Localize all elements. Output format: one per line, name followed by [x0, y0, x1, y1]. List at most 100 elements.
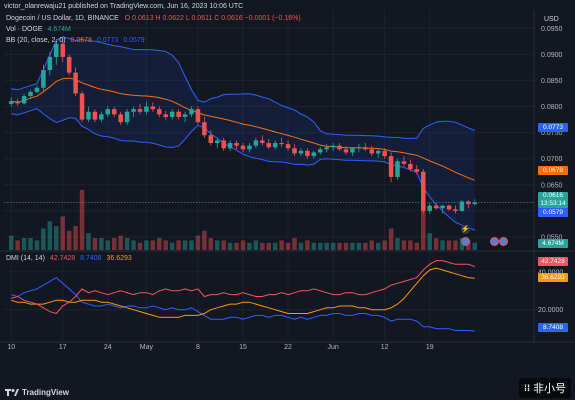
dmi-legend[interactable]: DMI (14, 14) 42.7428 8.7408 36.6293: [6, 255, 132, 262]
adx-tag: 36.6293: [538, 273, 568, 282]
us-flag-icon[interactable]: [490, 237, 499, 246]
dmi-tick-label: 40.0000: [538, 269, 563, 276]
volume-bar: [92, 238, 98, 250]
close-price-tag: 0.0616 13:53:14: [538, 192, 568, 208]
volume-bar: [292, 238, 297, 250]
volume-bar: [421, 197, 426, 250]
candle-body: [73, 72, 78, 94]
candle-body: [214, 140, 220, 144]
bollinger-basis-line: [11, 77, 475, 181]
publisher-line: victor_olanrewaju21 published on Trading…: [4, 3, 244, 10]
bb-legend[interactable]: BB (20, close, 2, 0) 0.0678 0.0773 0.057…: [6, 37, 145, 44]
time-tick-label: Jun: [327, 344, 338, 351]
candle-body: [382, 150, 387, 157]
candle-body: [150, 106, 156, 110]
grid-lines: [4, 10, 534, 340]
volume-bar: [124, 238, 130, 250]
price-tick-label: 0.0700: [541, 156, 563, 163]
volume-bar: [15, 240, 20, 250]
volume-bar: [144, 240, 149, 250]
price-tick-label: 0.0850: [541, 78, 563, 85]
volume-bar: [163, 240, 168, 250]
volume-bar: [440, 240, 445, 250]
volume-bar: [150, 240, 156, 250]
price-tick-label: 0.0900: [541, 52, 563, 59]
candle-body: [157, 109, 162, 115]
volume-bar: [227, 242, 233, 250]
candle-body: [8, 101, 14, 104]
candle-body: [137, 109, 143, 112]
candle-body: [292, 148, 297, 154]
dmi-minus-di-line: [11, 276, 475, 332]
time-tick-label: 10: [7, 344, 15, 351]
candle-body: [369, 149, 375, 154]
volume-bar: [253, 240, 259, 250]
volume-bar: [169, 242, 175, 250]
volume-bar: [375, 242, 381, 250]
volume-bar: [118, 235, 123, 250]
candle-body: [41, 70, 46, 88]
candle-body: [47, 56, 53, 70]
volume-bar: [472, 242, 478, 250]
volume-legend[interactable]: Vol · DOGE 4.674M: [6, 26, 71, 33]
candlesticks: [8, 38, 478, 214]
bb-upper-value: 0.0773: [96, 37, 119, 44]
volume-bar: [318, 242, 323, 250]
volume-bar: [214, 240, 220, 250]
volume-bar: [453, 240, 458, 250]
volume-bar: [28, 238, 33, 250]
candle-body: [446, 205, 452, 210]
lightning-icon[interactable]: ⚡: [461, 225, 470, 234]
volume-bar: [311, 242, 317, 250]
us-flag-icon[interactable]: [499, 237, 508, 246]
tradingview-brand[interactable]: TradingView: [5, 388, 69, 397]
volume-bar: [105, 240, 111, 250]
candle-body: [54, 43, 59, 57]
volume-bar: [427, 233, 432, 250]
candle-body: [144, 106, 149, 112]
volume-bar: [176, 240, 181, 250]
price-tick-label: 0.0950: [541, 26, 563, 33]
candle-body: [124, 111, 130, 123]
candle-body: [105, 109, 111, 115]
volume-bar: [202, 230, 207, 250]
dmi-tick-label: 20.0000: [538, 307, 563, 314]
dmi-adx-line: [11, 267, 475, 318]
candle-body: [189, 109, 194, 115]
candle-body: [421, 171, 426, 211]
volume-bar: [240, 240, 246, 250]
volume-bars: [8, 190, 478, 250]
volume-bar: [208, 238, 214, 250]
candle-body: [60, 43, 65, 57]
volume-value: 4.674M: [47, 26, 71, 33]
candle-body: [433, 205, 439, 209]
candle-body: [350, 148, 355, 153]
volume-bar: [433, 238, 439, 250]
volume-bar: [60, 216, 65, 250]
bb-basis-tag: 0.0678: [538, 166, 568, 175]
volume-bar: [157, 238, 162, 250]
candle-body: [208, 135, 214, 144]
volume-bar: [266, 242, 272, 250]
volume-bar: [324, 242, 329, 250]
volume-bar: [79, 190, 85, 250]
volume-bar: [285, 242, 291, 250]
us-flag-icon[interactable]: [461, 237, 470, 246]
candle-body: [195, 109, 201, 123]
volume-bar: [137, 242, 143, 250]
candle-body: [453, 209, 458, 211]
dmi-plus-di-line: [11, 260, 475, 315]
symbol-legend[interactable]: Dogecoin / US Dollar, 1D, BINANCE O 0.06…: [6, 15, 301, 22]
time-tick-label: 15: [239, 344, 247, 351]
bollinger-band-fill: [11, 37, 475, 231]
volume-bar: [408, 240, 413, 250]
candle-body: [285, 144, 291, 149]
candle-body: [253, 140, 259, 146]
time-tick-label: 19: [426, 344, 434, 351]
adx-value: 36.6293: [106, 255, 132, 262]
watermark: ⁞⁞ 非小号: [519, 378, 571, 398]
candle-body: [427, 205, 432, 211]
dmi-plus-tag: 42.7428: [538, 257, 568, 266]
candle-body: [272, 143, 278, 148]
